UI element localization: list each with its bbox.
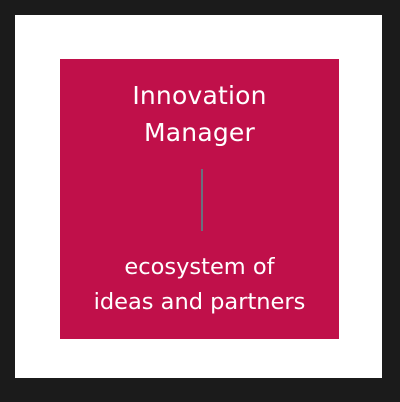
role-description-line-2: ideas and partners	[93, 289, 306, 315]
frame-mat: Innovation Manager ecosystem of ideas an…	[15, 15, 382, 378]
role-card: Innovation Manager ecosystem of ideas an…	[60, 59, 339, 339]
role-description: ecosystem of ideas and partners	[60, 250, 339, 320]
role-title-line-1: Innovation	[132, 81, 267, 110]
divider-line	[201, 169, 203, 231]
role-description-line-1: ecosystem of	[124, 254, 275, 280]
role-title: Innovation Manager	[60, 77, 339, 151]
role-title-line-2: Manager	[144, 118, 255, 147]
